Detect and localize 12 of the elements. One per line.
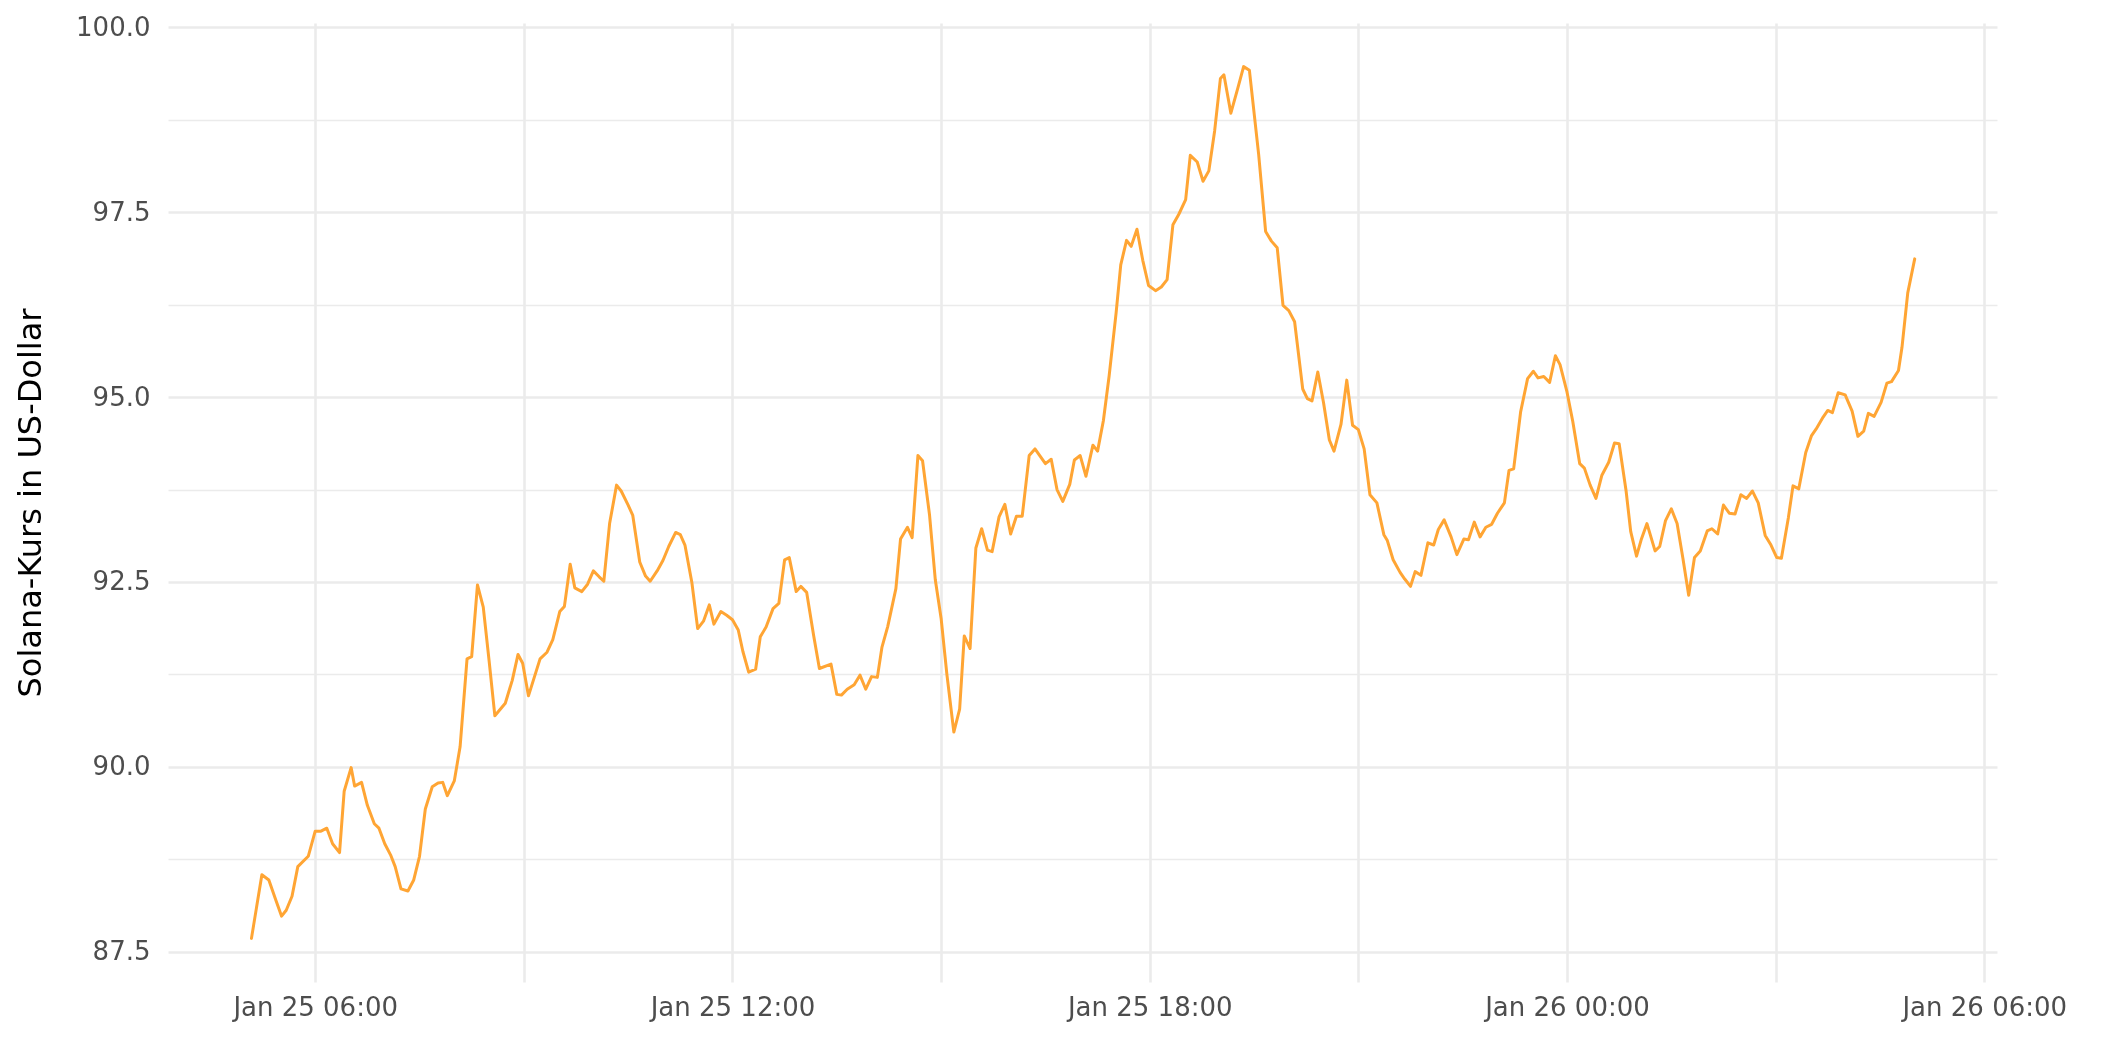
y-tick-label: 100.0 [76,11,151,42]
x-tick-label: Jan 25 06:00 [231,991,399,1022]
y-axis-title: Solana-Kurs in US-Dollar [11,307,50,698]
y-tick-label: 90.0 [92,751,151,782]
x-tick-label: Jan 26 06:00 [1900,991,2068,1022]
x-tick-label: Jan 26 00:00 [1483,991,1650,1022]
y-tick-label: 92.5 [92,566,151,597]
y-tick-label: 95.0 [92,381,151,412]
y-tick-label: 87.5 [92,936,151,967]
x-tick-label: Jan 25 12:00 [648,991,816,1022]
x-tick-label: Jan 25 18:00 [1065,991,1233,1022]
y-tick-label: 97.5 [92,196,151,227]
